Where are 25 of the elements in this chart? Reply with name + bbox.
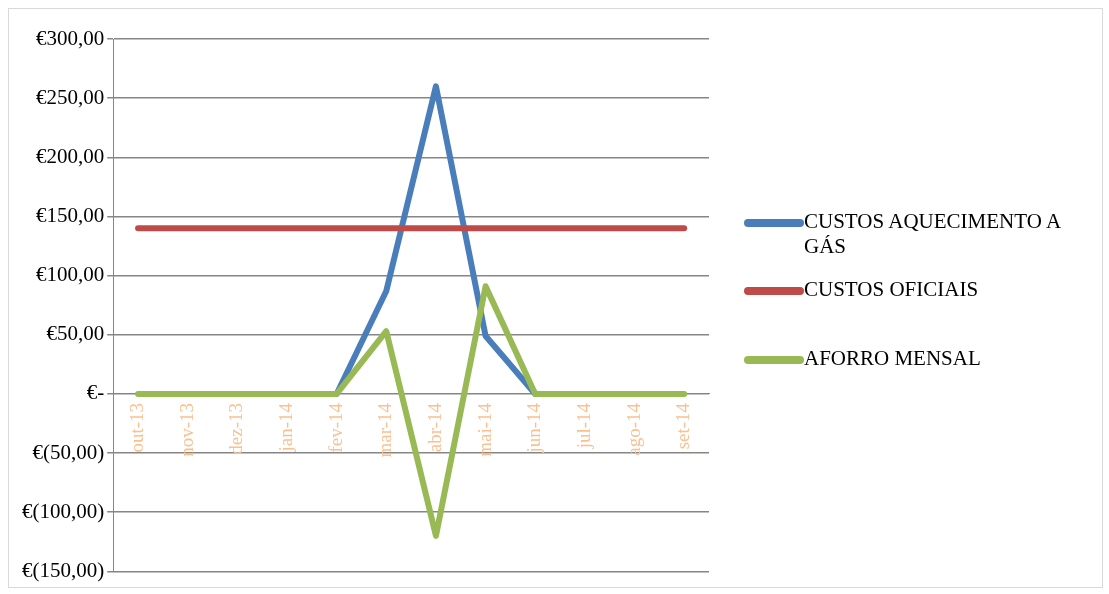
x-tick-label: mai-14 (473, 402, 495, 457)
y-tick-label: €50,00 (46, 321, 105, 346)
legend-label: AFORRO MENSAL (804, 346, 981, 371)
x-tick-label: ago-14 (622, 402, 644, 456)
legend-label: CUSTOS AQUECIMENTO A GÁS (804, 209, 1062, 259)
x-tick-label: mar-14 (374, 402, 396, 458)
y-tick-label: €300,00 (35, 25, 105, 50)
legend-label: CUSTOS OFICIAIS (804, 277, 979, 302)
x-tick-label: nov-13 (175, 402, 197, 457)
x-tick-label: dez-13 (225, 402, 247, 455)
y-tick-label: €250,00 (35, 84, 105, 109)
y-tick-label: €100,00 (35, 262, 105, 287)
y-tick-label: €(150,00) (21, 557, 105, 582)
y-tick-label: €200,00 (35, 143, 105, 168)
x-tick-label: jun-14 (523, 402, 545, 454)
y-tick-label: €150,00 (35, 202, 105, 227)
x-tick-label: set-14 (672, 402, 694, 450)
x-tick-label: jan-14 (274, 402, 296, 453)
y-tick-label: €- (86, 380, 105, 405)
x-tick-label: out-13 (126, 402, 148, 453)
x-tick-label: fev-14 (324, 402, 346, 453)
x-tick-label: abr-14 (423, 402, 445, 453)
x-tick-label: jul-14 (572, 402, 594, 450)
y-tick-label: €(50,00) (32, 439, 105, 464)
y-tick-label: €(100,00) (21, 498, 105, 523)
